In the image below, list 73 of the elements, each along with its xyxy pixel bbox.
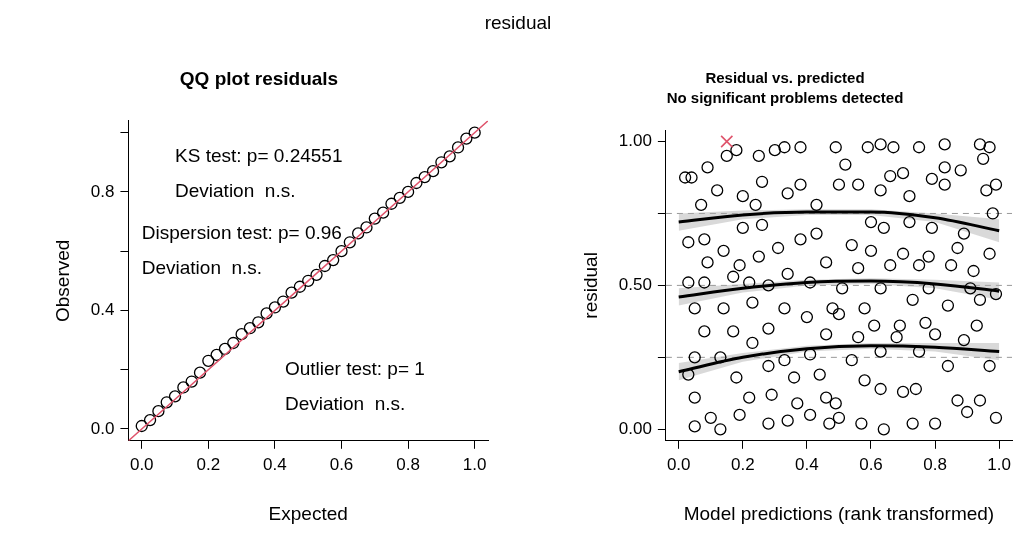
point	[343, 236, 356, 249]
point	[252, 316, 265, 329]
point	[135, 419, 148, 433]
annotation: Deviation n.s.	[175, 180, 296, 202]
x-tick-label: 0.2	[196, 454, 221, 474]
annotation: KS test: p= 0.24551	[175, 144, 343, 166]
y-tick-label: 0.4	[90, 300, 115, 320]
x-tick-label: 1.0	[987, 454, 1011, 474]
annotation: Dispersion test: p= 0.96	[141, 221, 342, 243]
y-axis-title: Observed	[51, 239, 73, 322]
x-tick-label: 0.2	[730, 454, 755, 474]
point	[168, 390, 182, 403]
point	[401, 185, 415, 199]
point	[418, 170, 431, 184]
point	[385, 197, 398, 210]
point	[327, 253, 340, 267]
point	[160, 396, 173, 409]
point	[468, 126, 481, 139]
point	[185, 375, 198, 388]
x-tick-label: 0.4	[795, 454, 819, 474]
point	[260, 307, 273, 320]
point	[310, 268, 323, 282]
y-tick-label: 0.50	[618, 275, 652, 295]
x-tick-label: 0.8	[923, 454, 947, 474]
point	[285, 286, 298, 299]
text: residual	[484, 12, 552, 33]
point	[335, 245, 348, 258]
x-tick-label: 0.6	[329, 454, 354, 474]
x-tick-label: 0.0	[129, 454, 154, 474]
point	[368, 212, 381, 225]
point	[293, 280, 307, 293]
y-tick-label: 0.00	[618, 418, 652, 438]
point	[143, 413, 157, 427]
point	[460, 132, 473, 145]
point	[393, 191, 406, 204]
point	[410, 176, 423, 190]
annotation: Deviation n.s.	[284, 393, 406, 415]
chart-title: QQ plot residuals	[179, 67, 339, 89]
point	[352, 227, 365, 240]
x-tick-label: 0.4	[263, 454, 287, 474]
point	[318, 259, 332, 273]
point	[193, 366, 207, 379]
point	[218, 342, 232, 356]
point	[227, 336, 240, 350]
y-tick-label: 0.8	[90, 181, 115, 201]
x-tick-label: 1.0	[462, 454, 487, 474]
point	[435, 156, 448, 169]
point	[302, 274, 315, 287]
point	[376, 206, 390, 219]
y-tick-label: 0.0	[90, 418, 115, 438]
annotation: Deviation n.s.	[141, 257, 263, 279]
annotation: Outlier test: p= 1	[284, 357, 425, 379]
x-tick-label: 0.8	[396, 454, 420, 474]
point	[235, 327, 248, 341]
x-tick-label: 0.6	[859, 454, 883, 474]
point	[451, 141, 465, 154]
x-axis-title: Expected	[268, 502, 348, 524]
point	[277, 295, 290, 308]
point	[243, 322, 257, 335]
point	[268, 301, 282, 314]
point	[202, 354, 215, 367]
x-tick-label: 0.0	[666, 454, 691, 474]
point	[426, 165, 440, 178]
y-axis-title: residual	[579, 252, 601, 319]
chart-subtitle: No significant problems detected	[666, 89, 904, 107]
point	[360, 221, 373, 234]
point	[152, 405, 165, 418]
y-tick-label: 1.00	[618, 131, 652, 151]
chart-title: Residual vs. predicted	[705, 69, 865, 87]
point	[210, 348, 223, 362]
x-axis-title: Model predictions (rank transformed)	[683, 502, 995, 524]
point	[177, 381, 190, 394]
point	[443, 150, 456, 163]
